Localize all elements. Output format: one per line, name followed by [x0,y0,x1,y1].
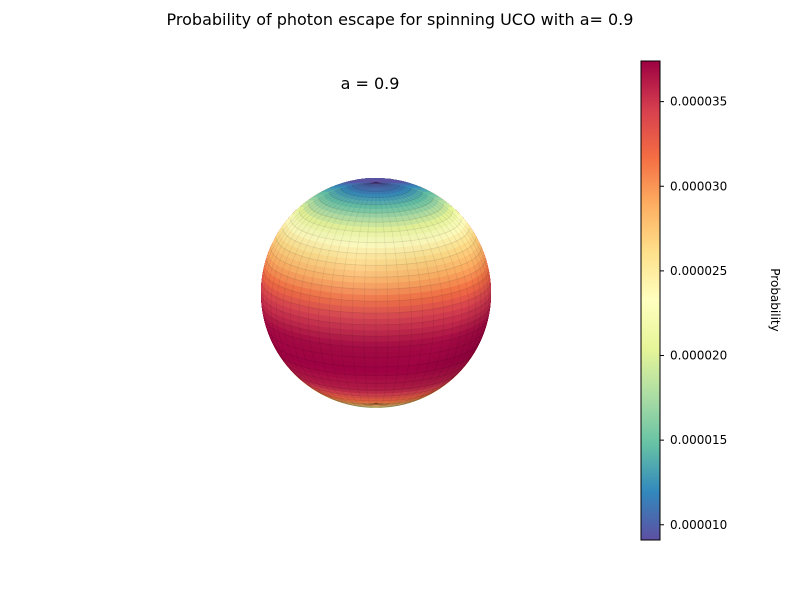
colorbar-label: Probability [768,268,782,331]
colorbar-ticks: 0.000010 0.000015 0.000020 0.000025 0.000030… [660,95,727,532]
chart-subtitle: a = 0.9 [340,74,400,93]
colorbar-tick-label: 0.000010 [670,518,727,532]
colorbar-tick-label: 0.000035 [670,95,727,109]
colorbar-tick-label: 0.000025 [670,264,727,278]
colorbar-tick-label: 0.000015 [670,433,727,447]
chart-title: Probability of photon escape for spinnin… [166,10,634,29]
sphere-shading [261,178,491,408]
colorbar-gradient [640,60,661,541]
colorbar-tick-label: 0.000020 [670,349,727,363]
colorbar-tick-label: 0.000030 [670,179,727,193]
